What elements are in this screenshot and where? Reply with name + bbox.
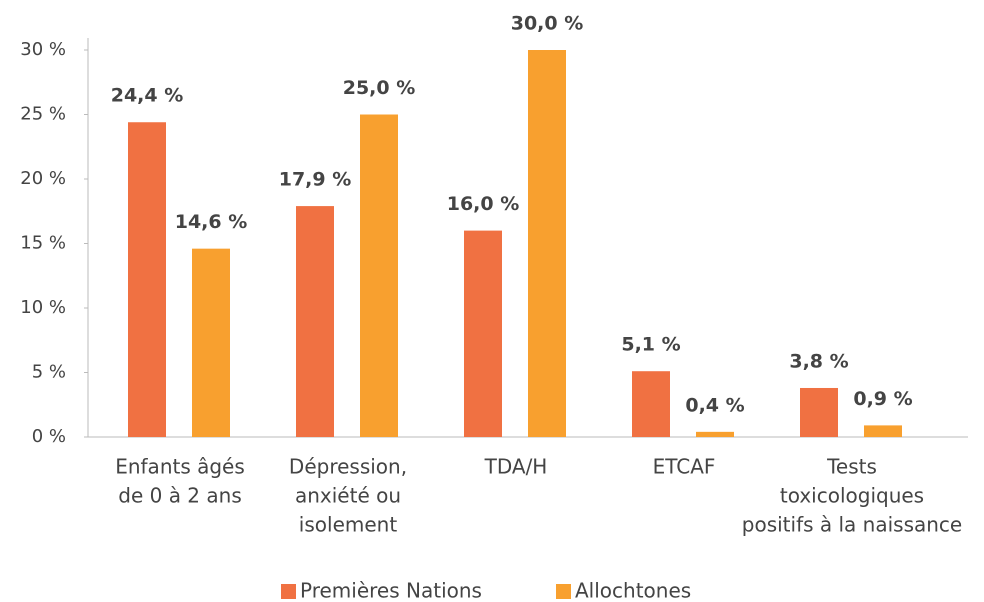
y-tick-label: 20 % [20, 168, 66, 189]
value-label: 5,1 % [621, 334, 680, 356]
value-label: 25,0 % [343, 77, 416, 99]
legend-label: Premières Nations [300, 579, 482, 602]
bar [528, 50, 566, 437]
y-tick-label: 25 % [20, 104, 66, 125]
bar [464, 230, 502, 437]
x-tick-label: positifs à la naissance [742, 513, 962, 537]
y-tick-label: 5 % [32, 362, 66, 383]
y-tick-label: 15 % [20, 233, 66, 254]
value-label: 30,0 % [511, 13, 584, 35]
x-tick-label: isolement [299, 513, 398, 537]
bar [632, 371, 670, 437]
value-label: 14,6 % [175, 211, 248, 233]
bar [800, 387, 838, 437]
y-tick-label: 10 % [20, 297, 66, 318]
y-tick-label: 0 % [32, 426, 66, 447]
x-tick-label: toxicologiques [780, 484, 924, 508]
value-label: 3,8 % [789, 350, 848, 372]
x-tick-label: ETCAF [653, 455, 716, 479]
value-label: 0,9 % [853, 388, 912, 410]
y-tick-label: 30 % [20, 39, 66, 60]
x-tick-label: Enfants âgés [115, 455, 245, 479]
bar [192, 248, 230, 437]
legend-label: Allochtones [575, 579, 691, 602]
x-tick-label: de 0 à 2 ans [118, 484, 242, 508]
x-tick-label: TDA/H [484, 455, 548, 479]
value-label: 17,9 % [279, 169, 352, 191]
bar [696, 431, 734, 437]
bar [128, 122, 166, 438]
x-tick-label: Tests [826, 455, 877, 479]
value-label: 16,0 % [447, 193, 520, 215]
legend-swatch [281, 584, 296, 599]
bar [296, 206, 334, 437]
x-tick-label: anxiété ou [295, 484, 401, 508]
value-label: 24,4 % [111, 85, 184, 107]
bar [360, 114, 398, 437]
value-label: 0,4 % [685, 394, 744, 416]
legend-swatch [556, 584, 571, 599]
bar [864, 425, 902, 437]
x-tick-label: Dépression, [289, 455, 407, 479]
